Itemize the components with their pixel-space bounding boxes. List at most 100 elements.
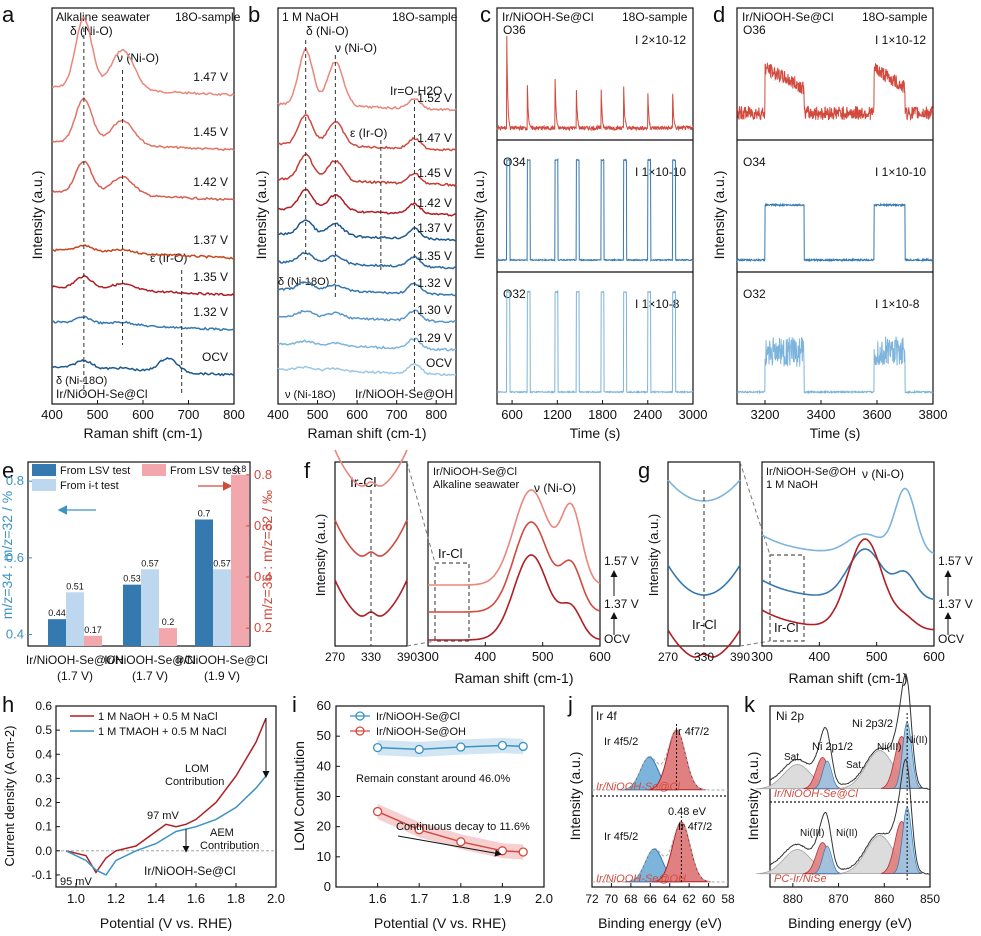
annotation: Continuous decay to 11.6%: [396, 821, 530, 833]
ms-trace: [496, 289, 694, 394]
x-tick-label: 500: [532, 649, 554, 664]
zoom-line: [406, 640, 436, 647]
bar-value-label: 0.7: [198, 509, 211, 519]
x-ticks: 600 1200 1800 2400 3000: [501, 400, 707, 422]
legend-label: Ir/NiOOH-Se@Cl: [376, 711, 460, 723]
y-tick-label: 0.6: [254, 518, 272, 533]
x-tick-label: 800: [425, 407, 447, 422]
x-axis-label: Raman shift (cm-1): [83, 425, 202, 441]
spectrum-line: [51, 274, 235, 297]
x-tick-label: 58: [721, 892, 735, 906]
shift-label: 0.48 eV: [668, 806, 707, 818]
potential-labels: 1.52 V 1.47 V 1.45 V 1.42 V 1.37 V 1.35 V 1.32…: [417, 91, 452, 370]
bar-value-label: 0.44: [48, 608, 66, 618]
peak-label: δ (Ni-O): [306, 24, 349, 38]
panel-letter: d: [713, 2, 725, 27]
x-tick-label: 3200: [751, 407, 780, 422]
y-tick-label: 0.1: [35, 820, 52, 834]
legend-label: Ir/NiOOH-Se@OH: [376, 726, 466, 738]
x-tick-label: 600: [923, 649, 945, 664]
data-point: [518, 741, 528, 752]
x-tick-label: 700: [178, 407, 200, 422]
bar: [123, 584, 141, 646]
peak-label: ν (Ni-18O): [285, 389, 336, 401]
peak-label: Ir 4f5/2: [604, 831, 638, 843]
annotation: Contribution: [165, 776, 224, 788]
potential-label: 1.57 V: [938, 554, 973, 568]
x-ticks: 300 400 500 600 270 330 390: [325, 642, 611, 664]
lsv-line: [65, 717, 267, 874]
bar: [195, 519, 213, 646]
left-y-ticks: 0.4 0.6 0.8: [6, 473, 32, 642]
right-y-ticks: 0.2 0.4 0.6 0.8: [246, 467, 272, 635]
panel-letter: c: [480, 2, 491, 27]
inset-spectrum-line: [667, 629, 741, 658]
legend-swatch: [32, 464, 56, 476]
annotation: AEM: [210, 827, 234, 839]
y-ticks: 0 10 20 30 40 50 60: [317, 698, 340, 894]
bar-value-label: 0.57: [141, 558, 159, 568]
scale-bar: I 1×10-8: [875, 297, 920, 311]
panel-c: c Ir/NiOOH-Se@Cl 18O-sample O36 I 2×10-12…: [471, 2, 707, 441]
bar-value-label: 0.57: [213, 558, 231, 568]
inset-tick-label: 270: [325, 650, 345, 664]
y-tick-label: -0.1: [31, 868, 52, 882]
x-tick-label: 1.2: [107, 891, 125, 906]
x-axis-label: Raman shift (cm-1): [788, 670, 907, 686]
inset-tick-label: 270: [658, 650, 678, 664]
x-tick-label: 1.4: [147, 891, 165, 906]
x-tick-label: 600: [589, 649, 611, 664]
panel-title: Ir 4f: [596, 709, 617, 723]
peak-label: Ni(III): [800, 828, 824, 839]
isotope-label: 18O-sample: [392, 10, 458, 24]
bar-group: 0.440.510.170.530.570.20.70.570.8: [48, 464, 249, 646]
x-ticks: 400 500 600 700 800: [41, 400, 245, 422]
zoom-box: [769, 554, 805, 642]
zoom-line: [739, 640, 771, 647]
spectrum-line: [428, 554, 601, 641]
spectra-group: [51, 16, 235, 395]
y-tick-label: 30: [317, 789, 331, 804]
sample-label: Ir/NiOOH-Se@Cl: [56, 387, 148, 401]
x-tick-label: 64: [663, 892, 677, 906]
peak-fill: [813, 760, 841, 790]
y-axis-label: Intensity (a.u.): [253, 171, 269, 260]
annotation: Contribution: [200, 840, 259, 852]
x-tick-label: 66: [644, 892, 658, 906]
legend-swatch: [32, 479, 56, 491]
spectrum-line: [51, 160, 235, 202]
inset-spectrum-line: [334, 519, 408, 557]
spectrum-line: [277, 48, 457, 112]
potential-labels: 1.57 V 1.37 V OCV: [604, 554, 639, 646]
track-name: O32: [503, 287, 526, 301]
sample-label: Ir/NiOOH-Se@Cl: [433, 466, 517, 478]
legend-label: 1 M TMAOH + 0.5 M NaCl: [98, 726, 226, 738]
y-tick-label: 0.2: [254, 620, 272, 635]
x-axis-label: Potential (V vs. RHE): [374, 915, 506, 931]
condition-label: Alkaline seawater: [433, 479, 520, 491]
category-label: Ir/NiOOH-Se@Cl: [176, 653, 268, 667]
potential-labels: 1.57 V 1.37 V OCV: [938, 554, 973, 646]
sample-label: Ir/NiOOH-Se@Cl: [144, 864, 236, 878]
panel-title: Ni 2p: [776, 709, 804, 723]
x-tick-label: 1.0: [67, 891, 85, 906]
condition-label: 1 M NaOH: [766, 479, 818, 491]
ms-tracks: O36 I 2×10-12 O34 I 1×10-10 O32 I 1×10-8: [496, 23, 694, 394]
sample-label: Ir/NiOOH-Se@Cl: [502, 10, 594, 24]
y-axis-label: Intensity (a.u.): [471, 171, 487, 260]
spectrum-line: [277, 251, 457, 270]
potential-label: 1.47 V: [193, 70, 228, 84]
panel-letter: g: [638, 458, 650, 483]
panel-b: b 1 M NaOH 18O-sample δ (Ni-O) ν (Ni-O) …: [248, 2, 458, 441]
ms-trace: [496, 157, 694, 263]
panel-letter: a: [2, 2, 15, 27]
bar-value-label: 0.8: [234, 464, 247, 474]
isotope-label: 18O-sample: [862, 10, 928, 24]
peak-fill: [652, 821, 711, 883]
spectrum-line: [277, 361, 457, 377]
spectrum-line: [761, 487, 935, 555]
annotation: 97 mV: [147, 810, 179, 822]
y-tick-label: 0: [324, 879, 331, 894]
spectrum-line: [277, 281, 457, 297]
peak-label: Ni 2p3/2: [852, 718, 893, 730]
